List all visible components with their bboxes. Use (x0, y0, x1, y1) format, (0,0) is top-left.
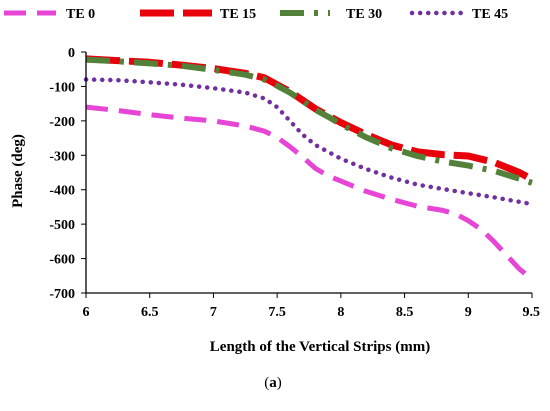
y-axis-title: Phase (deg) (10, 134, 26, 208)
caption-letter: a (269, 375, 277, 391)
legend-label-te-45: TE 45 (472, 7, 508, 22)
y-tick-label: -500 (49, 218, 75, 233)
y-tick-label: -400 (49, 184, 75, 199)
series-line-te-30 (85, 56, 533, 186)
x-tick-label: 7 (210, 305, 217, 320)
axes-layer (85, 52, 532, 294)
x-tick-label: 9.5 (523, 305, 541, 320)
legend-label-te-15: TE 15 (220, 7, 256, 22)
y-tick-label: -700 (49, 287, 75, 302)
caption-close: ) (277, 375, 282, 391)
x-tick-label: 8 (337, 305, 344, 320)
legend-label-te-0: TE 0 (66, 7, 95, 22)
series-layer (83, 55, 535, 282)
legend-label-te-30: TE 30 (346, 7, 382, 22)
y-tick-label: -300 (49, 149, 75, 164)
y-tick-label: 0 (68, 46, 75, 61)
y-tick-label: -100 (49, 80, 75, 95)
legend: TE 0 TE 15 TE 30 TE 45 (4, 7, 508, 22)
x-tick-label: 6 (83, 305, 90, 320)
series-line-te-0 (85, 104, 534, 282)
ticks-layer: 6 6.5 7 7.5 8 8.5 9 9.5 0 -100 -200 -300 -400 -500 -60… (49, 46, 540, 320)
x-tick-label: 9 (465, 305, 472, 320)
series-line-te-45 (83, 77, 535, 207)
y-tick-label: -600 (49, 253, 75, 268)
figure-caption: (a) (264, 375, 282, 391)
caption-open: ( (264, 375, 269, 391)
x-tick-label: 6.5 (141, 305, 159, 320)
x-axis-title: Length of the Vertical Strips (mm) (210, 339, 430, 355)
x-tick-label: 8.5 (396, 305, 414, 320)
x-tick-label: 7.5 (268, 305, 286, 320)
y-tick-label: -200 (49, 115, 75, 130)
